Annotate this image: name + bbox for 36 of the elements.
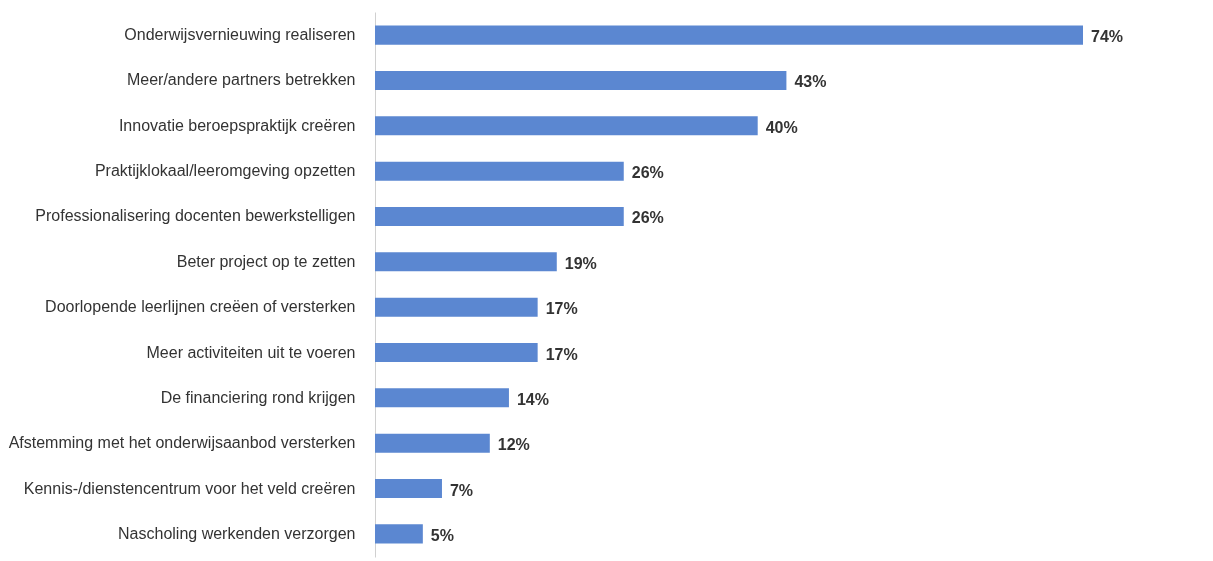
y-tick-label: Meer/andere partners betrekken xyxy=(126,71,356,89)
bar xyxy=(375,206,624,227)
bar xyxy=(375,70,787,90)
y-tick-label: Onderwijsvernieuwing realiseren xyxy=(124,26,356,44)
bar xyxy=(375,161,624,181)
y-tick-label: Meer activiteiten uit te voeren xyxy=(146,343,356,361)
data-label: 74% xyxy=(1091,28,1124,46)
data-label: 7% xyxy=(449,481,474,499)
bar xyxy=(375,524,423,544)
y-tick-label: Nascholing werkenden verzorgen xyxy=(118,524,356,542)
y-tick-label: Praktijklokaal/leeromgeving opzetten xyxy=(94,162,356,180)
y-tick-label: Kennis-/dienstencentrum voor het veld creëren xyxy=(23,479,356,497)
bar xyxy=(375,388,509,408)
y-tick-label: De financiering rond krijgen xyxy=(160,388,356,406)
data-label: 26% xyxy=(631,209,664,227)
y-tick-label: Innovatie beroepspraktijk creëren xyxy=(118,116,356,134)
y-tick-label: Doorlopende leerlijnen creëen of versterken xyxy=(45,298,356,316)
data-label: 19% xyxy=(564,254,597,272)
data-label: 40% xyxy=(765,118,798,136)
y-tick-label: Professionalisering docenten bewerkstelligen xyxy=(35,207,356,225)
data-label: 43% xyxy=(794,73,827,91)
bar xyxy=(375,433,490,453)
bar xyxy=(375,252,557,272)
data-label: 12% xyxy=(497,436,530,454)
y-tick-label: Afstemming met het onderwijsaanbod versterken xyxy=(8,434,356,452)
data-label: 26% xyxy=(631,164,664,182)
bar xyxy=(375,342,538,363)
bar xyxy=(375,479,442,499)
data-label: 17% xyxy=(545,345,578,363)
bar xyxy=(375,116,758,136)
data-label: 5% xyxy=(430,526,454,544)
data-label: 14% xyxy=(516,390,549,408)
y-tick-label: Beter project op te zetten xyxy=(176,252,356,270)
data-label: 17% xyxy=(545,300,578,318)
bar xyxy=(375,297,538,317)
bar xyxy=(375,25,1083,45)
